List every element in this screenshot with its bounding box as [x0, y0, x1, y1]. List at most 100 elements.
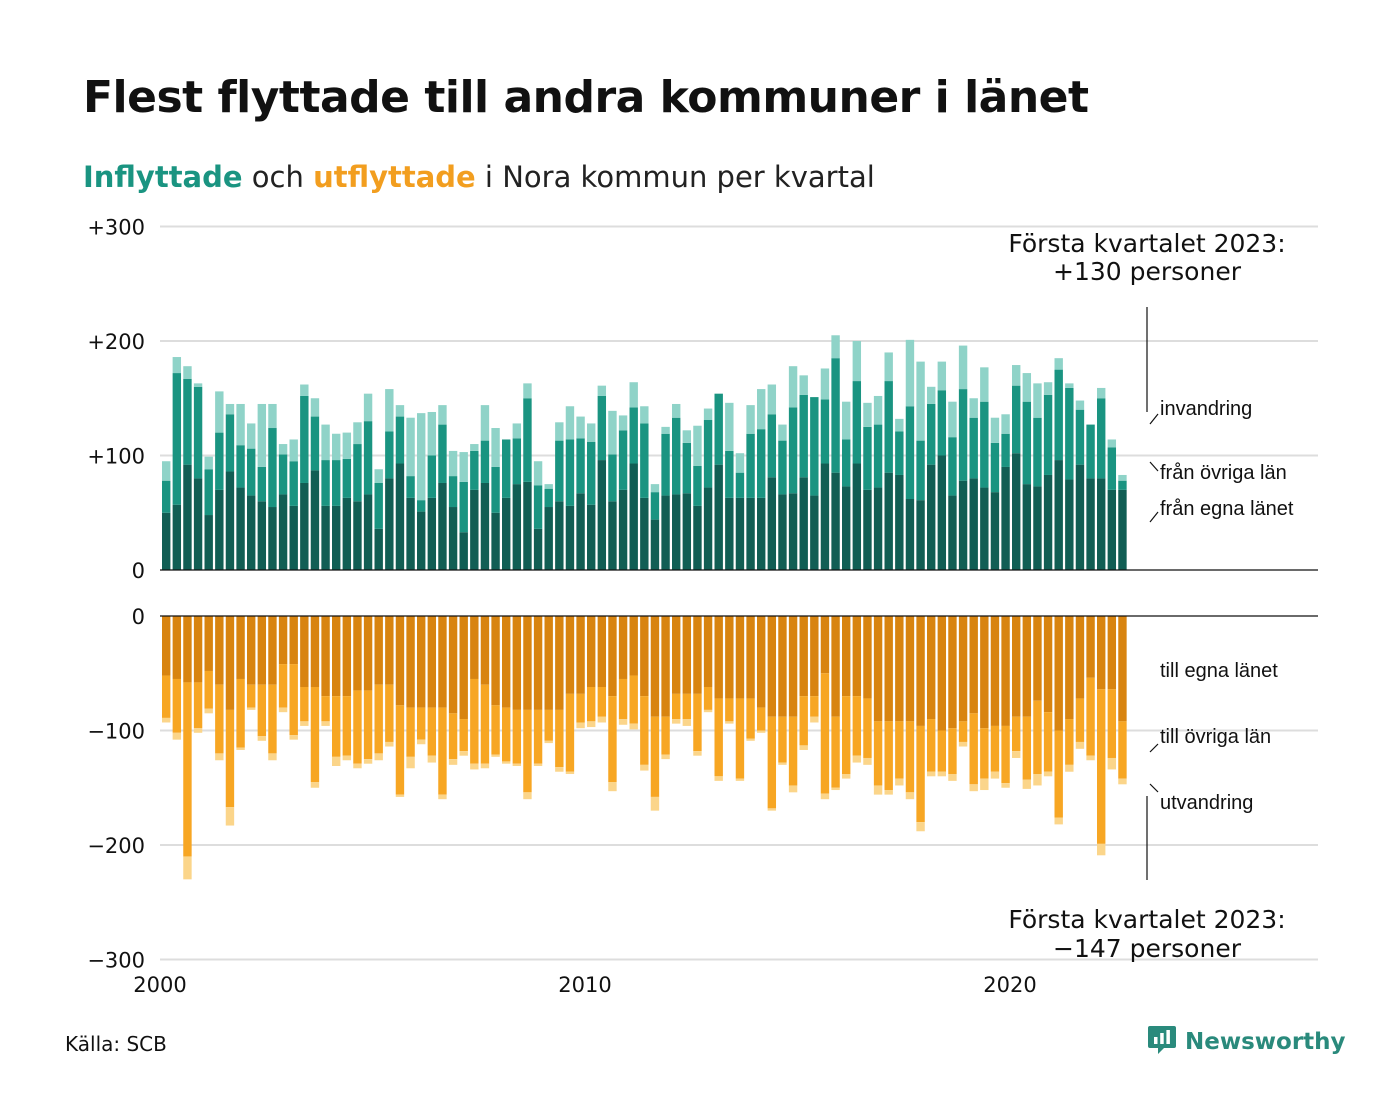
- bar-out-ovriga-lan: [268, 684, 277, 754]
- bar-in-invandring: [820, 368, 830, 400]
- bar-out-ovriga-lan: [406, 707, 415, 757]
- bar-out-utvandring: [1065, 764, 1074, 772]
- bar-out-utvandring: [480, 763, 490, 769]
- bar-out-egna-lanet: [842, 616, 851, 697]
- y-tick-label: 0: [132, 605, 145, 629]
- bar-out-ovriga-lan: [863, 698, 872, 758]
- bar-out-utvandring: [916, 822, 925, 832]
- bar-in-ovriga-lan: [363, 421, 373, 495]
- bar-in-invandring: [491, 428, 500, 467]
- bar-out-utvandring: [650, 796, 660, 811]
- bar-out-ovriga-lan: [597, 686, 607, 717]
- bar-in-invandring: [565, 406, 575, 440]
- bar-in-invandring: [555, 422, 564, 441]
- bar-in-ovriga-lan: [353, 444, 362, 502]
- bar-out-utvandring: [247, 707, 256, 710]
- bar-out-utvandring: [958, 741, 968, 747]
- bar-in-ovriga-lan: [310, 416, 320, 471]
- bar-out-ovriga-lan: [363, 690, 373, 760]
- bar-out-utvandring: [884, 790, 893, 795]
- bar-in-ovriga-lan: [757, 429, 766, 498]
- bar-out-ovriga-lan: [225, 709, 235, 808]
- bar-out-egna-lanet: [544, 616, 553, 710]
- bar-out-ovriga-lan: [576, 693, 585, 723]
- bar-out-ovriga-lan: [1118, 721, 1127, 779]
- bar-out-utvandring: [682, 719, 692, 726]
- bar-in-egna-lanet: [863, 489, 872, 570]
- bar-in-invandring: [1012, 365, 1021, 386]
- bar-in-egna-lanet: [374, 528, 383, 570]
- bar-in-egna-lanet: [544, 507, 553, 570]
- bar-in-egna-lanet: [1065, 479, 1074, 570]
- bar-in-ovriga-lan: [852, 381, 862, 464]
- bar-in-invandring: [629, 382, 638, 408]
- bar-out-egna-lanet: [278, 616, 288, 665]
- bar-out-ovriga-lan: [778, 716, 787, 763]
- bar-out-egna-lanet: [576, 616, 585, 694]
- bar-in-invandring: [1001, 414, 1010, 434]
- bar-out-ovriga-lan: [491, 705, 500, 755]
- bar-in-ovriga-lan: [587, 441, 596, 505]
- bar-in-egna-lanet: [289, 505, 298, 570]
- bar-in-invandring: [980, 367, 989, 402]
- y-tick-label: −100: [87, 720, 145, 744]
- bar-in-ovriga-lan: [448, 476, 458, 508]
- bar-in-egna-lanet: [332, 505, 341, 570]
- bar-in-egna-lanet: [236, 487, 245, 570]
- bar-out-utvandring: [693, 751, 702, 756]
- bar-in-invandring: [448, 450, 458, 477]
- bar-in-invandring: [852, 341, 862, 382]
- bar-out-ovriga-lan: [927, 719, 936, 772]
- bar-in-invandring: [523, 383, 532, 399]
- bar-in-ovriga-lan: [215, 432, 224, 490]
- bar-in-ovriga-lan: [1043, 394, 1053, 475]
- bar-in-invandring: [650, 484, 660, 493]
- bar-in-egna-lanet: [363, 494, 373, 570]
- bar-in-ovriga-lan: [236, 445, 245, 488]
- bar-in-ovriga-lan: [1086, 424, 1095, 479]
- bar-in-egna-lanet: [980, 487, 989, 570]
- bar-out-egna-lanet: [725, 616, 734, 699]
- bar-out-egna-lanet: [884, 616, 893, 722]
- bar-out-ovriga-lan: [618, 678, 628, 720]
- bar-out-ovriga-lan: [650, 716, 660, 797]
- bar-in-egna-lanet: [321, 505, 330, 570]
- bar-out-ovriga-lan: [395, 705, 405, 795]
- bar-in-egna-lanet: [629, 463, 638, 570]
- bar-out-ovriga-lan: [480, 684, 490, 764]
- bar-out-utvandring: [1022, 779, 1032, 789]
- bar-in-ovriga-lan: [1075, 409, 1085, 465]
- bar-in-invandring: [172, 357, 182, 374]
- bar-out-utvandring: [533, 763, 543, 766]
- bar-in-egna-lanet: [257, 501, 267, 570]
- bar-out-utvandring: [300, 721, 309, 726]
- bar-out-egna-lanet: [512, 616, 522, 710]
- series-label: utvandring: [1160, 792, 1253, 814]
- bar-in-egna-lanet: [1054, 460, 1063, 570]
- bar-in-ovriga-lan: [714, 393, 723, 465]
- bottom-annotation-line2: −147 personer: [1053, 934, 1242, 963]
- bar-in-invandring: [1054, 358, 1063, 370]
- bar-in-invandring: [544, 484, 553, 489]
- bar-out-ovriga-lan: [533, 709, 543, 764]
- bar-in-invandring: [183, 366, 192, 379]
- bar-in-ovriga-lan: [895, 431, 904, 475]
- bar-in-egna-lanet: [247, 495, 256, 570]
- brand-logo: Newsworthy: [1147, 1024, 1346, 1060]
- bar-out-utvandring: [640, 764, 649, 771]
- bar-in-ovriga-lan: [810, 397, 819, 496]
- bar-out-ovriga-lan: [873, 721, 883, 786]
- bar-in-invandring: [480, 405, 490, 441]
- subtitle-rest: i Nora kommun per kvartal: [475, 160, 875, 194]
- bar-in-ovriga-lan: [502, 439, 511, 498]
- bar-in-invandring: [905, 339, 915, 407]
- bar-out-egna-lanet: [523, 616, 532, 710]
- bar-in-ovriga-lan: [278, 454, 288, 495]
- bar-out-egna-lanet: [852, 616, 862, 697]
- bar-in-invandring: [990, 417, 1000, 443]
- bar-out-utvandring: [608, 782, 617, 792]
- bar-in-egna-lanet: [927, 464, 936, 570]
- bar-in-egna-lanet: [1075, 464, 1085, 570]
- bar-out-utvandring: [842, 774, 851, 779]
- bar-out-utvandring: [1107, 757, 1117, 770]
